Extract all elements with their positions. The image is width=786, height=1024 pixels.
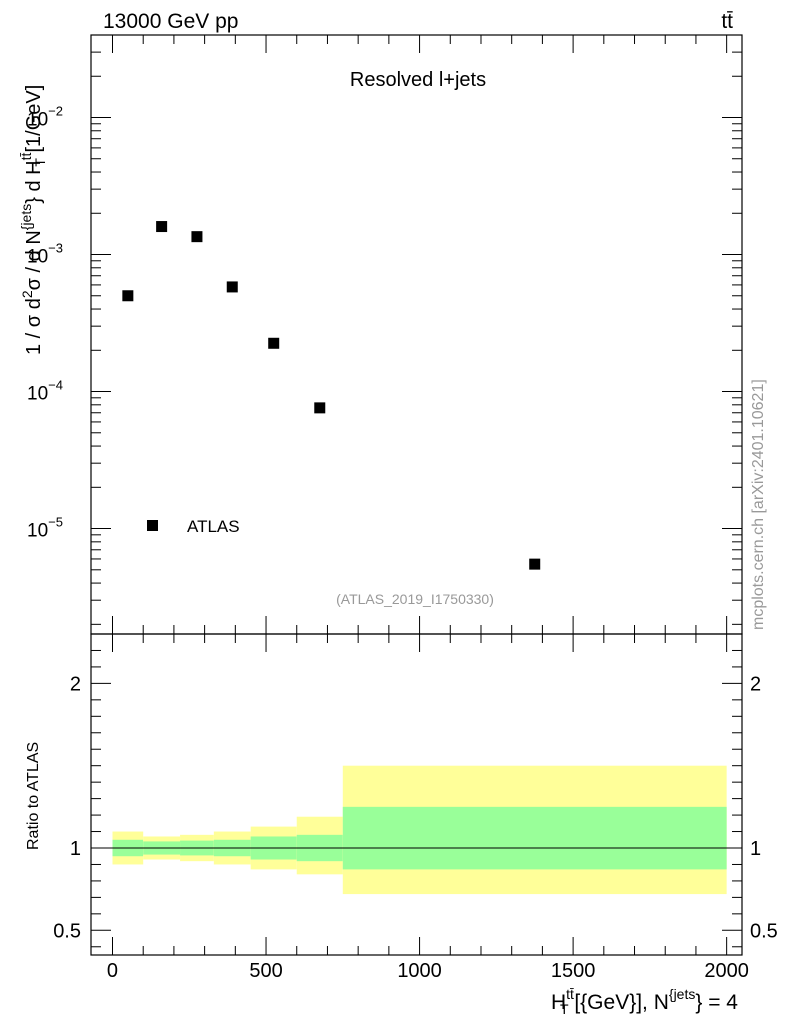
- data-point-3: [226, 281, 238, 293]
- data-point-6: [529, 558, 541, 570]
- x-tick-label-1: 500: [249, 960, 282, 982]
- top-y-tick-label-3: 10−5: [27, 515, 63, 542]
- ratio-y-tick-label-right-2: 0.5: [750, 920, 778, 942]
- x-tick-label-3: 1500: [551, 960, 596, 982]
- analysis-tag: (ATLAS_2019_I1750330): [336, 591, 494, 607]
- x-tick-labels: 0 500 1000 1500 2000: [107, 960, 749, 982]
- data-point-1: [156, 221, 168, 233]
- ratio-y-axis-label: Ratio to ATLAS: [25, 742, 42, 850]
- inner-band-6: [342, 806, 727, 870]
- ratio-y-tick-label-left-0: 2: [70, 673, 81, 695]
- legend-label: ATLAS: [187, 517, 240, 536]
- top-y-tick-label-2: 10−4: [27, 378, 63, 405]
- x-tick-label-0: 0: [107, 960, 118, 982]
- side-label: mcplots.cern.ch [arXiv:2401.10621]: [750, 379, 767, 630]
- top-y-tick-label-0: 10−2: [27, 103, 63, 130]
- top-y-axis-label: 1 / σ d2σ / d N{jets} d Htt̄T [1/GeV]: [18, 85, 48, 355]
- ratio-panel: 2 2 1 1 0.5 0.5 Ratio to ATLAS: [25, 633, 778, 956]
- data-points: [122, 221, 541, 570]
- ratio-y-tick-label-left-1: 1: [70, 838, 81, 860]
- legend-marker: [147, 520, 158, 531]
- data-point-0: [122, 290, 134, 302]
- data-point-4: [268, 337, 280, 349]
- ratio-y-tick-label-right-0: 2: [750, 673, 761, 695]
- x-tick-label-4: 2000: [704, 960, 749, 982]
- ratio-y-tick-label-right-1: 1: [750, 838, 761, 860]
- ratio-axis-ticks: [91, 633, 742, 955]
- data-point-5: [314, 402, 326, 414]
- panel-title: Resolved l+jets: [350, 69, 486, 91]
- ratio-y-tick-label-left-2: 0.5: [53, 920, 81, 942]
- top-axis-ticks: [91, 34, 742, 634]
- ratio-bands: [112, 765, 727, 895]
- top-y-tick-labels: 10−2 10−3 10−4 10−5: [27, 103, 63, 541]
- ratio-y-tick-labels: 2 2 1 1 0.5 0.5: [53, 673, 778, 942]
- data-point-2: [191, 231, 203, 243]
- energy-label: 13000 GeV pp: [103, 10, 238, 33]
- top-panel-frame: [90, 34, 743, 635]
- x-tick-label-2: 1000: [397, 960, 442, 982]
- legend: ATLAS: [147, 517, 240, 536]
- top-panel: 10−2 10−3 10−4 10−5 Resolved l+jets (ATLAS_…: [18, 34, 743, 635]
- ratio-panel-frame: [90, 633, 743, 956]
- top-y-tick-label-1: 10−3: [27, 241, 63, 268]
- x-axis-label: Htt̄ T [{GeV}], N{jets} = 4: [551, 986, 738, 1017]
- process-label: tt̄: [721, 10, 733, 33]
